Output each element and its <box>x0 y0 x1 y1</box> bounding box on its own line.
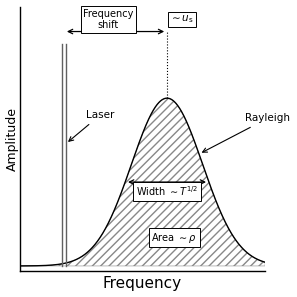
Y-axis label: Amplitude: Amplitude <box>6 107 18 171</box>
Text: Laser: Laser <box>69 110 115 141</box>
Text: Area $\sim \rho$: Area $\sim \rho$ <box>151 230 197 244</box>
Text: Frequency
shift: Frequency shift <box>83 9 133 30</box>
Text: Width $\sim T^{1/2}$: Width $\sim T^{1/2}$ <box>136 184 198 198</box>
Text: Rayleigh: Rayleigh <box>203 113 290 152</box>
Text: $\sim u_{\rm s}$: $\sim u_{\rm s}$ <box>170 14 194 25</box>
X-axis label: Frequency: Frequency <box>103 277 182 291</box>
